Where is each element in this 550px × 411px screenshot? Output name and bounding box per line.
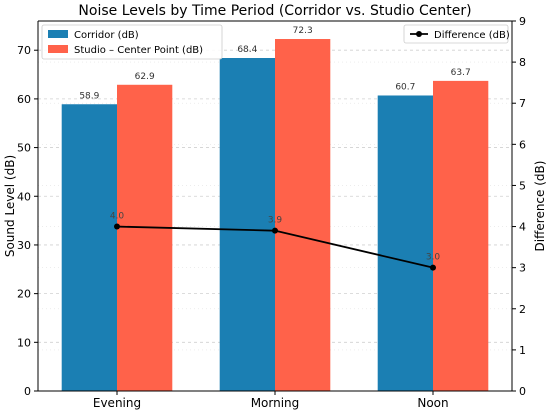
y-tick-label: 10 [17,336,31,349]
legend-line-marker [416,31,422,37]
difference-point-evening [114,223,120,230]
bar-studio-evening [117,84,173,392]
x-tick-label: Morning [251,396,300,410]
x-tick-label: Noon [417,396,448,410]
bar-value-label: 68.4 [237,45,257,55]
bar-layer [61,39,489,392]
bar-studio-noon [433,80,489,391]
legend-layer: Corridor (dB) Studio – Center Point (dB) D… [41,24,510,60]
y-tick-label: 60 [17,93,31,106]
y-tick-label: 50 [17,142,31,155]
bar-value-label: 60.7 [395,82,415,92]
y2-tick-label: 2 [519,303,526,316]
bar-corridor-morning [219,58,275,391]
legend-swatch [48,45,68,53]
x-tick-label: Evening [93,396,141,410]
difference-value-label: 4.0 [110,212,125,222]
y2-tick-label: 5 [519,179,526,192]
y2-tick-label: 3 [519,262,526,275]
y-tick-label: 70 [17,44,31,57]
y2-tick-label: 4 [519,221,526,234]
y-tick-label: 40 [17,190,31,203]
y2-tick-label: 6 [519,138,526,151]
legend-swatch [48,30,68,38]
y-tick-label: 30 [17,239,31,252]
legend-right-box [403,24,509,44]
y2-tick-label: 9 [519,15,526,28]
bar-value-label: 63.7 [451,68,471,78]
legend-label: Studio – Center Point (dB) [74,45,203,56]
y2-tick-label: 1 [519,344,526,357]
legend-left-box [41,24,223,60]
chart-title: Noise Levels by Time Period (Corridor vs… [78,3,471,19]
y-tick-label: 0 [24,385,31,398]
axis-layer: 0 10 20 30 40 50 60 70 0 1 2 3 4 5 6 7 8 9 Evening Morning N… [3,3,547,410]
y2-tick-label: 7 [519,97,526,110]
y2-axis-label: Difference (dB) [533,161,547,252]
difference-point-noon [430,264,436,271]
legend-label: Difference (dB) [434,30,510,41]
y2-tick-label: 0 [519,385,526,398]
difference-value-label: 3.0 [426,253,441,263]
bar-value-label: 58.9 [79,91,99,101]
bar-value-label: 72.3 [293,26,313,36]
legend-label: Corridor (dB) [74,30,139,41]
bar-corridor-evening [61,104,117,391]
bar-value-label: 62.9 [135,72,155,82]
y2-tick-label: 8 [519,56,526,69]
label-layer: 58.9 68.4 60.7 62.9 72.3 63.7 4.0 3.9 3.0 [79,26,470,263]
line-layer [114,223,436,271]
difference-value-label: 3.9 [268,216,283,226]
bar-studio-morning [275,39,331,392]
y-tick-label: 20 [17,288,31,301]
bar-corridor-noon [377,95,433,391]
y-axis-label: Sound Level (dB) [3,155,17,257]
difference-point-morning [272,227,278,234]
